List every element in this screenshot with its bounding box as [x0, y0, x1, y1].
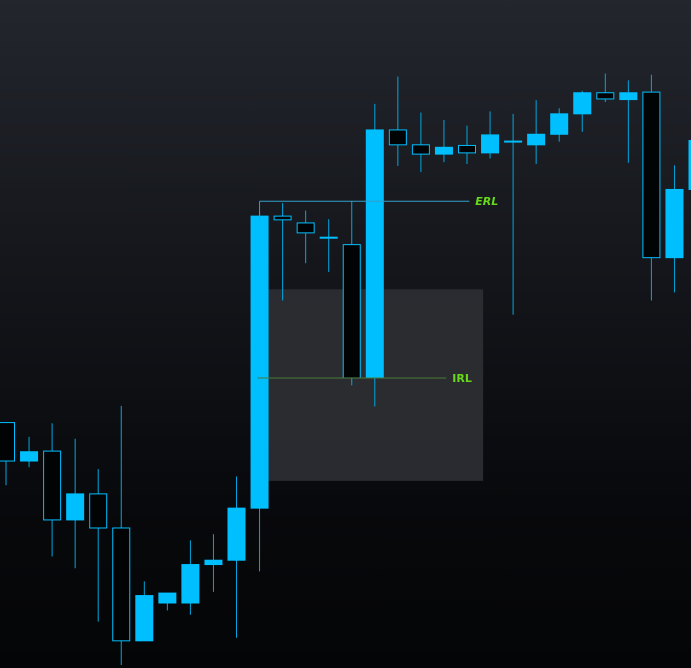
erl-label: ERL [475, 195, 498, 208]
candle-body [181, 564, 200, 604]
candle-body [0, 422, 15, 462]
candle-body [89, 493, 108, 529]
candle-body [504, 140, 523, 143]
candle-body [342, 244, 361, 379]
candle-body [296, 222, 315, 234]
candle-body [319, 236, 338, 239]
candle-body [688, 139, 691, 190]
candle-body [112, 527, 131, 642]
candle-body [665, 188, 684, 259]
candle-body [227, 507, 246, 561]
candle-body [458, 144, 476, 154]
candle-body [250, 215, 269, 509]
candle-body [135, 595, 154, 642]
candle-body [43, 450, 62, 521]
candle-body [642, 91, 661, 259]
candle-body [365, 129, 384, 379]
candle-body [573, 92, 592, 115]
candle-body [550, 113, 569, 135]
candle-body [411, 144, 430, 155]
candle-body [204, 559, 223, 566]
candle-body [66, 493, 85, 521]
candle-body [434, 146, 453, 155]
irl-label: IRL [452, 372, 472, 385]
candle-body [273, 215, 292, 221]
candle-body [481, 134, 500, 154]
candle-body [388, 129, 407, 146]
candle-body [619, 92, 638, 101]
candle-body [20, 451, 39, 462]
candle-body [596, 92, 615, 100]
candle-body [158, 592, 177, 604]
candle-body [527, 133, 546, 146]
